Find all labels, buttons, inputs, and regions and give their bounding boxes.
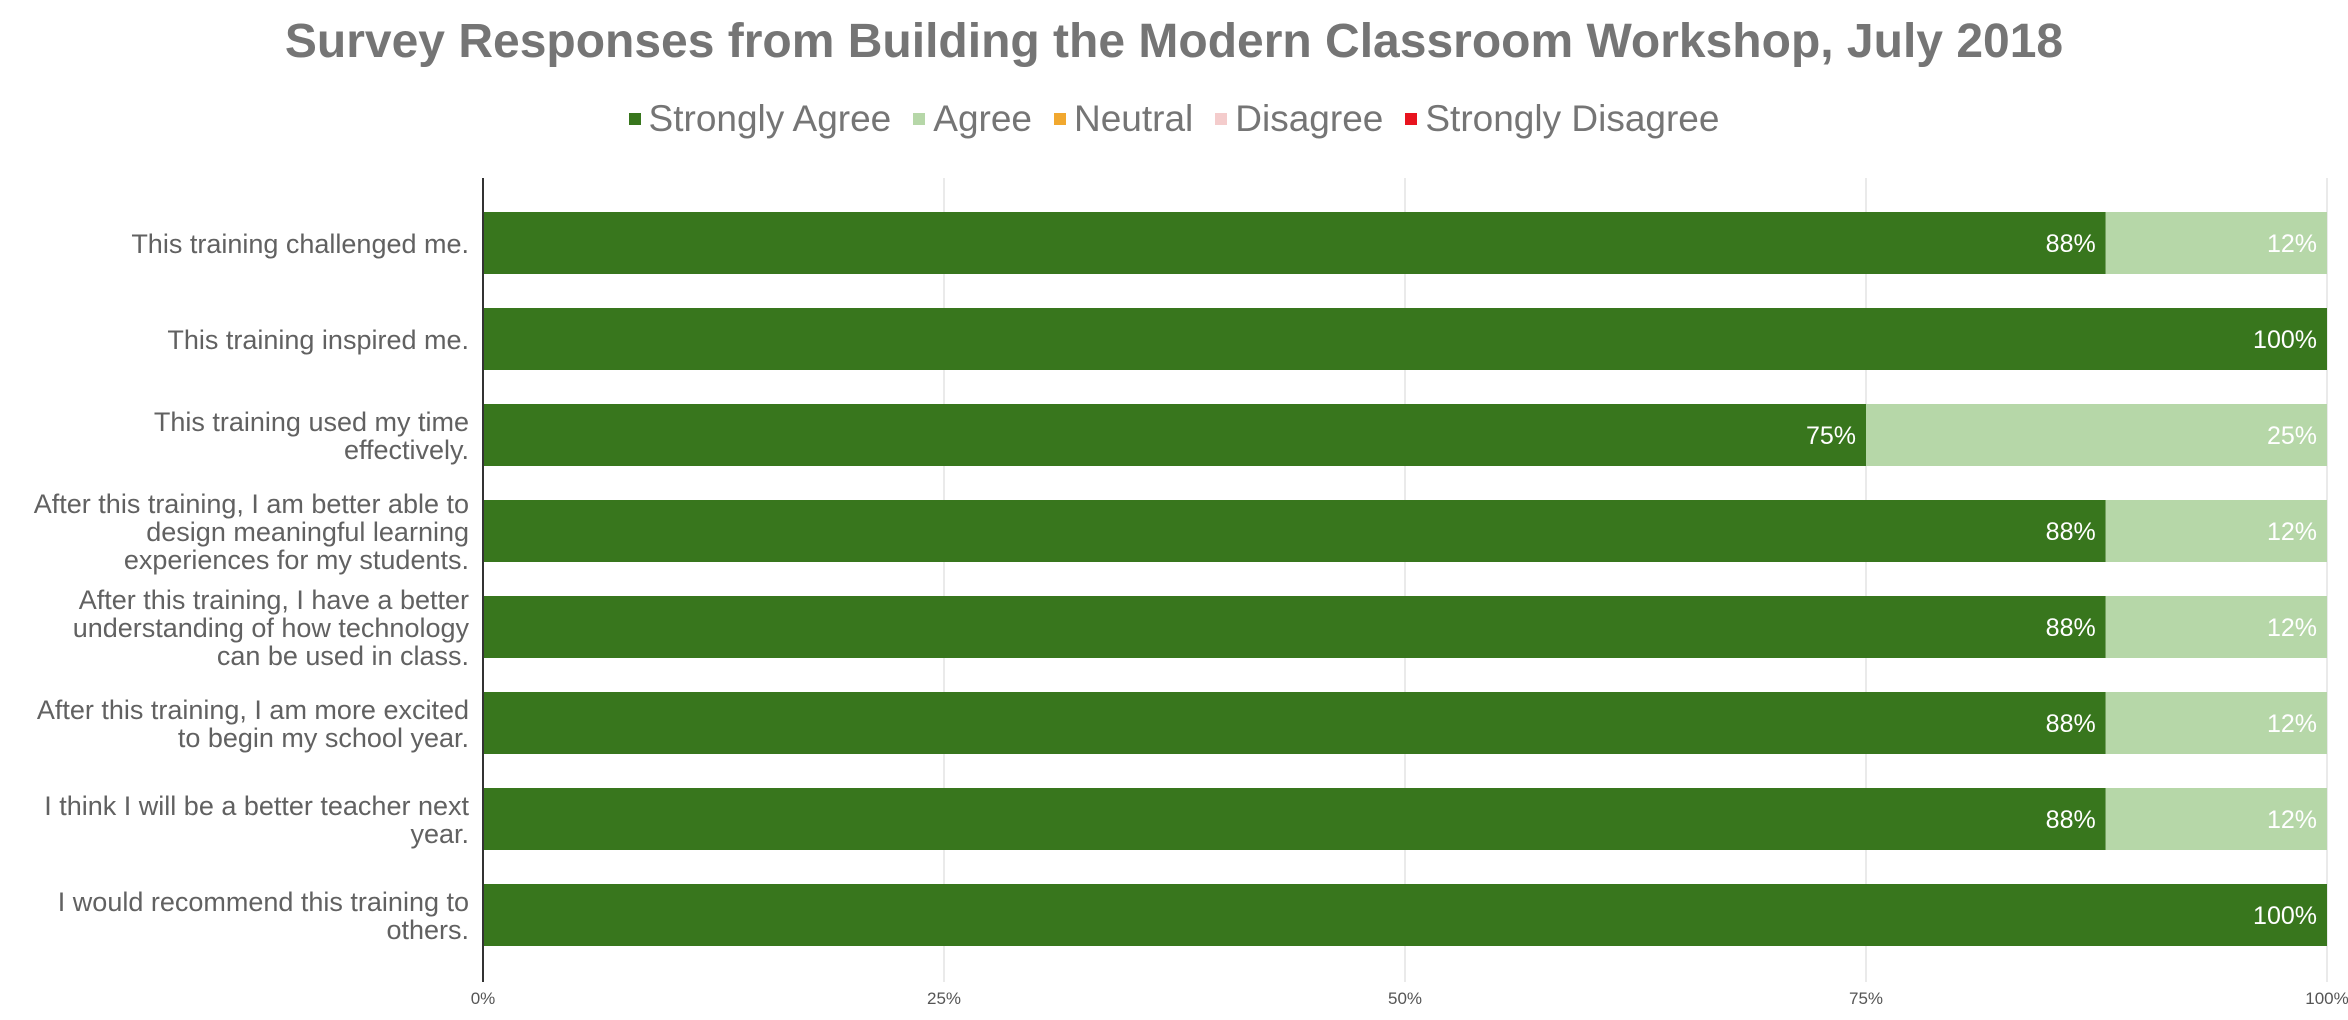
category-label: understanding of how technology <box>73 613 470 643</box>
legend-label: Neutral <box>1074 98 1194 139</box>
legend-item-neutral: Neutral <box>1054 98 1193 140</box>
category-label: This training used my time <box>154 407 469 437</box>
bar-segment <box>2105 692 2327 754</box>
data-label: 12% <box>2267 806 2317 834</box>
x-tick-label: 25% <box>927 989 961 1008</box>
bar-segment <box>483 596 2106 658</box>
category-label: I think I will be a better teacher next <box>44 791 469 821</box>
bar-segment <box>483 308 2327 370</box>
data-label: 12% <box>2267 710 2317 738</box>
data-label: 25% <box>2267 422 2317 450</box>
data-label: 100% <box>2253 902 2317 930</box>
category-label: effectively. <box>344 435 469 465</box>
data-label: 88% <box>2046 614 2096 642</box>
data-label: 75% <box>1806 422 1856 450</box>
x-tick-label: 0% <box>471 989 496 1008</box>
legend-item-agree: Agree <box>913 98 1032 140</box>
bar-segment <box>2105 500 2327 562</box>
category-label: After this training, I am more excited <box>37 695 469 725</box>
data-label: 88% <box>2046 230 2096 258</box>
category-label: year. <box>410 819 469 849</box>
bar-segment <box>483 212 2106 274</box>
category-label: design meaningful learning <box>146 517 469 547</box>
bar-segment <box>483 788 2106 850</box>
legend-label: Strongly Agree <box>648 98 892 139</box>
data-label: 88% <box>2046 518 2096 546</box>
category-label: This training challenged me. <box>131 229 469 259</box>
category-label: others. <box>386 915 469 945</box>
bar-segment <box>483 404 1866 466</box>
bar-segment <box>483 692 2106 754</box>
x-tick-label: 50% <box>1388 989 1422 1008</box>
legend-item-strongly-disagree: Strongly Disagree <box>1405 98 1719 140</box>
legend-label: Agree <box>933 98 1032 139</box>
legend-label: Disagree <box>1235 98 1384 139</box>
category-label: to begin my school year. <box>178 723 469 753</box>
legend-swatch <box>1405 113 1418 125</box>
category-label: This training inspired me. <box>167 325 469 355</box>
bar-segment <box>2105 596 2327 658</box>
legend-item-strongly-agree: Strongly Agree <box>628 98 892 140</box>
category-label: can be used in class. <box>217 641 469 671</box>
bar-segment <box>2105 212 2327 274</box>
bar-segment <box>2105 788 2327 850</box>
legend-swatch <box>628 113 641 125</box>
x-tick-label: 100% <box>2305 989 2348 1008</box>
data-label: 12% <box>2267 614 2317 642</box>
legend-label: Strongly Disagree <box>1425 98 1720 139</box>
legend-swatch <box>1215 113 1228 125</box>
data-label: 88% <box>2046 710 2096 738</box>
bar-segment <box>483 884 2327 946</box>
category-label: I would recommend this training to <box>58 887 469 917</box>
legend-swatch <box>1054 113 1066 125</box>
data-label: 12% <box>2267 518 2317 546</box>
chart-legend: Strongly Agree Agree Neutral Disagree Strong… <box>0 98 2348 140</box>
category-label: After this training, I have a better <box>79 585 469 615</box>
data-label: 100% <box>2253 326 2317 354</box>
bar-segment <box>483 500 2106 562</box>
bar-segment <box>1866 404 2327 466</box>
data-label: 88% <box>2046 806 2096 834</box>
legend-swatch <box>913 113 926 125</box>
chart-title: Survey Responses from Building the Moder… <box>284 15 2064 68</box>
data-label: 12% <box>2267 230 2317 258</box>
category-label: experiences for my students. <box>124 545 469 575</box>
legend-item-disagree: Disagree <box>1215 98 1383 140</box>
x-tick-label: 75% <box>1849 989 1883 1008</box>
category-label: After this training, I am better able to <box>34 489 469 519</box>
